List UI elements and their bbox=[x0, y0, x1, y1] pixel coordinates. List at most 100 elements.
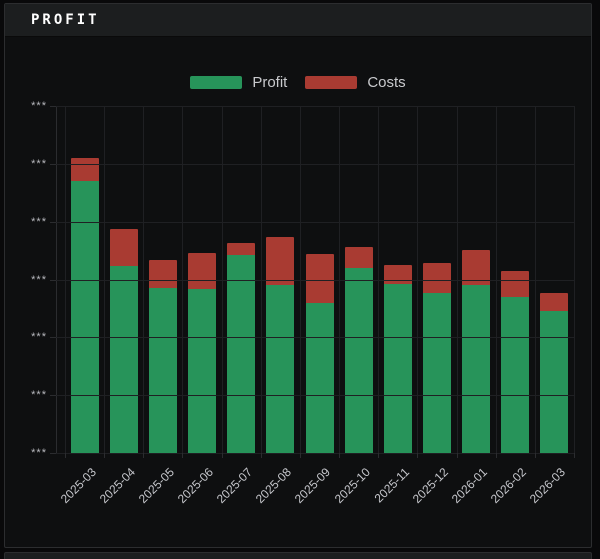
panel-title: PROFIT bbox=[31, 12, 100, 28]
y-axis-label: *** bbox=[31, 447, 47, 459]
costs-segment[interactable] bbox=[540, 292, 569, 311]
bar-slot-2025-10 bbox=[339, 106, 378, 453]
y-axis-tick bbox=[50, 395, 56, 396]
costs-segment[interactable] bbox=[109, 229, 138, 267]
next-panel-top-edge bbox=[4, 552, 592, 559]
x-axis-label: 2025-07 bbox=[214, 465, 256, 507]
costs-segment[interactable] bbox=[227, 243, 256, 256]
h-gridline bbox=[56, 106, 574, 107]
costs-segment[interactable] bbox=[344, 247, 373, 268]
profit-segment[interactable] bbox=[148, 288, 177, 453]
bar-slot-2025-11 bbox=[378, 106, 417, 453]
x-axis-label: 2025-05 bbox=[135, 465, 177, 507]
v-gridline bbox=[378, 106, 379, 453]
bar-series-container bbox=[65, 106, 574, 453]
x-axis-label: 2026-02 bbox=[488, 465, 530, 507]
x-axis-label: 2025-06 bbox=[174, 465, 216, 507]
chart-plot-area: *** *** *** *** *** *** *** 2025-03 2025-04 2025-… bbox=[31, 100, 575, 506]
costs-segment[interactable] bbox=[462, 250, 491, 286]
x-axis-label: 2025-09 bbox=[292, 465, 334, 507]
v-gridline bbox=[339, 106, 340, 453]
bar-slot-2026-01 bbox=[457, 106, 496, 453]
stacked-bar-2025-11[interactable] bbox=[383, 265, 412, 453]
stacked-bar-2025-10[interactable] bbox=[344, 247, 373, 453]
h-gridline bbox=[56, 280, 574, 281]
stacked-bar-2025-06[interactable] bbox=[188, 252, 217, 453]
stacked-bar-2025-07[interactable] bbox=[227, 243, 256, 453]
v-gridline bbox=[222, 106, 223, 453]
x-axis-label: 2025-10 bbox=[331, 465, 373, 507]
y-axis-label: *** bbox=[31, 216, 47, 228]
bar-slot-2026-02 bbox=[496, 106, 535, 453]
x-axis-tick bbox=[143, 453, 144, 458]
legend-item-profit[interactable]: Profit bbox=[190, 74, 287, 91]
h-gridline bbox=[56, 222, 574, 223]
x-axis-label: 2026-01 bbox=[448, 465, 491, 507]
x-axis-tick bbox=[182, 453, 183, 458]
profit-segment[interactable] bbox=[462, 285, 491, 453]
x-axis-tick bbox=[222, 453, 223, 458]
stacked-bar-2025-08[interactable] bbox=[266, 237, 295, 453]
profit-segment[interactable] bbox=[266, 285, 295, 453]
x-axis-label: 2025-12 bbox=[409, 465, 451, 507]
x-axis-tick bbox=[339, 453, 340, 458]
profit-segment[interactable] bbox=[188, 288, 217, 453]
stacked-bar-2025-05[interactable] bbox=[148, 260, 177, 453]
bar-slot-2025-03 bbox=[65, 106, 104, 453]
y-axis-label: *** bbox=[31, 389, 47, 401]
profit-segment[interactable] bbox=[305, 303, 334, 453]
bar-slot-2025-05 bbox=[143, 106, 182, 453]
stacked-bar-2026-03[interactable] bbox=[540, 292, 569, 453]
y-axis-label: *** bbox=[31, 331, 47, 343]
costs-segment[interactable] bbox=[422, 262, 451, 293]
profit-segment[interactable] bbox=[344, 267, 373, 453]
x-axis-label: 2025-11 bbox=[371, 465, 412, 506]
bar-slot-2025-04 bbox=[104, 106, 143, 453]
profit-panel: PROFIT Profit Costs *** *** *** *** *** *** ***… bbox=[4, 3, 592, 548]
stacked-bar-2025-03[interactable] bbox=[70, 158, 99, 453]
bar-slot-2025-08 bbox=[261, 106, 300, 453]
v-gridline bbox=[496, 106, 497, 453]
profit-segment[interactable] bbox=[422, 292, 451, 453]
costs-segment[interactable] bbox=[266, 237, 295, 286]
x-axis-label: 2025-04 bbox=[96, 465, 138, 507]
costs-segment[interactable] bbox=[70, 158, 99, 182]
chart-legend: Profit Costs bbox=[5, 74, 591, 91]
costs-segment[interactable] bbox=[383, 265, 412, 285]
legend-item-costs[interactable]: Costs bbox=[305, 74, 406, 91]
h-gridline bbox=[56, 395, 574, 396]
h-gridline bbox=[56, 453, 574, 454]
costs-segment[interactable] bbox=[148, 260, 177, 289]
v-gridline bbox=[143, 106, 144, 453]
x-axis-tick bbox=[261, 453, 262, 458]
costs-segment[interactable] bbox=[188, 252, 217, 289]
y-axis-label: *** bbox=[31, 100, 47, 112]
profit-segment[interactable] bbox=[383, 284, 412, 453]
stacked-bar-2025-09[interactable] bbox=[305, 254, 334, 453]
v-gridline bbox=[104, 106, 105, 453]
bar-slot-2025-09 bbox=[300, 106, 339, 453]
bar-slot-2025-12 bbox=[417, 106, 456, 453]
costs-segment[interactable] bbox=[501, 270, 530, 297]
x-axis-tick bbox=[104, 453, 105, 458]
y-axis-label: *** bbox=[31, 158, 47, 170]
profit-segment[interactable] bbox=[227, 255, 256, 453]
stacked-bar-2026-01[interactable] bbox=[462, 250, 491, 453]
profit-segment[interactable] bbox=[70, 181, 99, 453]
stacked-bar-2025-12[interactable] bbox=[422, 262, 451, 453]
v-gridline bbox=[457, 106, 458, 453]
legend-label: Profit bbox=[252, 74, 288, 91]
profit-segment[interactable] bbox=[501, 296, 530, 453]
x-axis-tick bbox=[457, 453, 458, 458]
costs-segment[interactable] bbox=[305, 254, 334, 304]
h-gridline bbox=[56, 337, 574, 338]
stacked-bar-2026-02[interactable] bbox=[501, 270, 530, 453]
profit-segment[interactable] bbox=[109, 266, 138, 453]
y-axis-line bbox=[56, 106, 57, 453]
v-gridline bbox=[535, 106, 536, 453]
stacked-bar-2025-04[interactable] bbox=[109, 229, 138, 453]
v-gridline bbox=[182, 106, 183, 453]
x-axis-label: 2026-03 bbox=[527, 465, 569, 507]
profit-segment[interactable] bbox=[540, 310, 569, 453]
panel-header[interactable]: PROFIT bbox=[5, 4, 591, 37]
